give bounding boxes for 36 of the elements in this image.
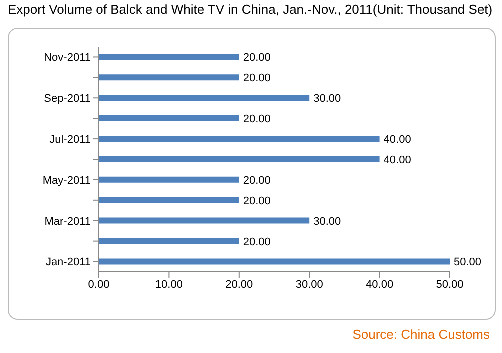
x-tick-label: 40.00 — [366, 278, 394, 291]
y-tick-label: Sep-2011 — [44, 93, 91, 106]
y-tick-label: Jan-2011 — [46, 256, 91, 269]
source-note: Source: China Customs — [352, 327, 490, 342]
bar — [99, 238, 240, 244]
x-tick-label: 0.00 — [88, 278, 110, 291]
data-label: 20.00 — [243, 174, 271, 187]
data-label: 20.00 — [243, 72, 271, 85]
x-tick-label: 30.00 — [296, 278, 324, 291]
y-tick-label: Mar-2011 — [44, 216, 91, 228]
data-label: 50.00 — [454, 256, 482, 269]
bar — [99, 54, 240, 60]
bar — [99, 95, 310, 102]
x-tick-label: 10.00 — [155, 278, 183, 291]
bar — [99, 176, 240, 183]
data-label: 20.00 — [243, 195, 271, 208]
data-label: 30.00 — [314, 216, 342, 228]
bar — [99, 116, 240, 122]
y-tick-label: Nov-2011 — [44, 52, 91, 64]
bar — [99, 136, 380, 142]
data-label: 40.00 — [384, 134, 412, 146]
x-tick-label: 50.00 — [436, 278, 464, 291]
data-label: 30.00 — [314, 93, 342, 106]
bar — [99, 218, 310, 224]
y-tick-label: May-2011 — [42, 174, 91, 187]
data-label: 20.00 — [243, 52, 271, 64]
data-label: 40.00 — [384, 154, 412, 166]
chart-title: Export Volume of Balck and White TV in China, Jan.-Nov., 2011(Unit: Thousand Set) — [8, 2, 493, 17]
data-label: 20.00 — [243, 236, 271, 248]
x-tick-label: 20.00 — [226, 278, 254, 291]
bar — [99, 74, 240, 81]
bar — [99, 156, 380, 162]
data-label: 20.00 — [243, 114, 271, 126]
bar — [99, 258, 450, 265]
y-tick-label: Jul-2011 — [50, 134, 91, 146]
bar — [99, 197, 240, 204]
